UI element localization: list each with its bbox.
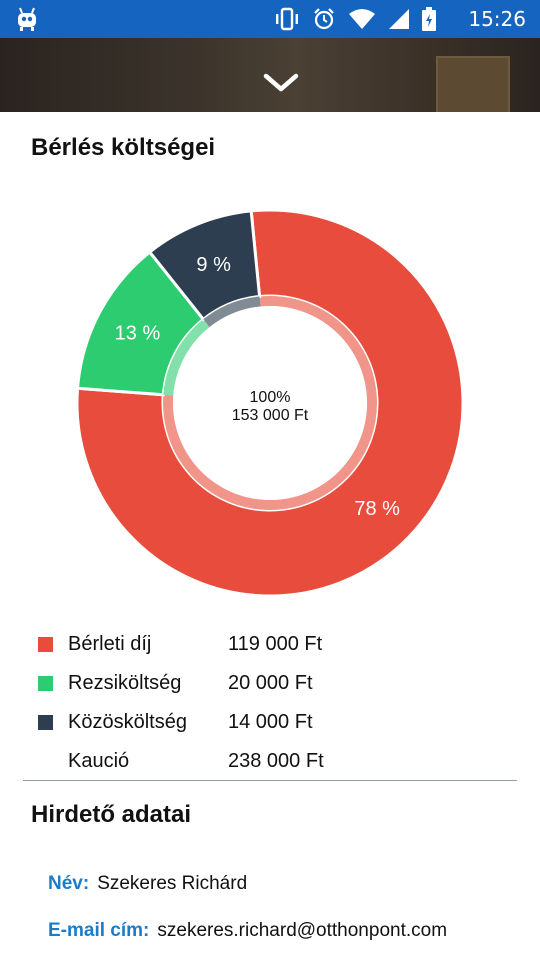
android-bot-icon: [16, 7, 38, 31]
legend-swatch-empty: [38, 754, 53, 769]
email-link[interactable]: szekeres.richard@otthonpont.com: [157, 920, 447, 942]
name-label: Név:: [48, 873, 89, 895]
header-image: [0, 38, 540, 112]
legend-label: Bérleti díj: [68, 633, 228, 656]
alarm-icon: [312, 7, 336, 31]
legend-swatch: [38, 637, 53, 652]
legend-item: Közösköltség 14 000 Ft: [38, 709, 313, 735]
legend-label: Rezsiköltség: [68, 672, 228, 695]
slice-percent-label: 13 %: [115, 323, 161, 345]
name-value: Szekeres Richárd: [97, 873, 247, 895]
battery-charging-icon: [422, 7, 436, 31]
advertiser-title: Hirdető adatai: [31, 801, 191, 829]
advertiser-email-row[interactable]: E-mail cím: szekeres.richard@otthonpont.…: [48, 920, 447, 942]
legend-value: 14 000 Ft: [228, 711, 313, 734]
center-percent-label: 100%: [250, 389, 291, 406]
legend-swatch: [38, 676, 53, 691]
legend-value: 119 000 Ft: [228, 633, 322, 656]
center-total-label: 153 000 Ft: [232, 407, 309, 424]
legend-label: Közösköltség: [68, 711, 228, 734]
costs-title: Bérlés költségei: [31, 134, 215, 162]
email-label: E-mail cím:: [48, 920, 149, 942]
legend-item: Kaució 238 000 Ft: [38, 748, 324, 774]
cost-donut-chart: 78 % 13 % 9 % 100%153 000 Ft: [0, 170, 540, 620]
hero-background-detail: [436, 56, 510, 112]
legend-item: Bérleti díj 119 000 Ft: [38, 631, 322, 657]
slice-percent-label: 9 %: [196, 254, 231, 276]
section-divider: [23, 780, 517, 781]
wifi-icon: [348, 8, 376, 30]
advertiser-name-row: Név: Szekeres Richárd: [48, 873, 247, 895]
legend-item: Rezsiköltség 20 000 Ft: [38, 670, 313, 696]
legend-swatch: [38, 715, 53, 730]
slice-percent-label: 78 %: [354, 498, 400, 520]
signal-icon: [388, 8, 410, 30]
vibrate-icon: [274, 7, 300, 31]
clock: 15:26: [468, 7, 526, 31]
status-bar: 15:26: [0, 0, 540, 38]
legend-value: 238 000 Ft: [228, 750, 324, 773]
chevron-down-icon[interactable]: [262, 72, 300, 94]
legend-value: 20 000 Ft: [228, 672, 313, 695]
legend-label: Kaució: [68, 750, 228, 773]
